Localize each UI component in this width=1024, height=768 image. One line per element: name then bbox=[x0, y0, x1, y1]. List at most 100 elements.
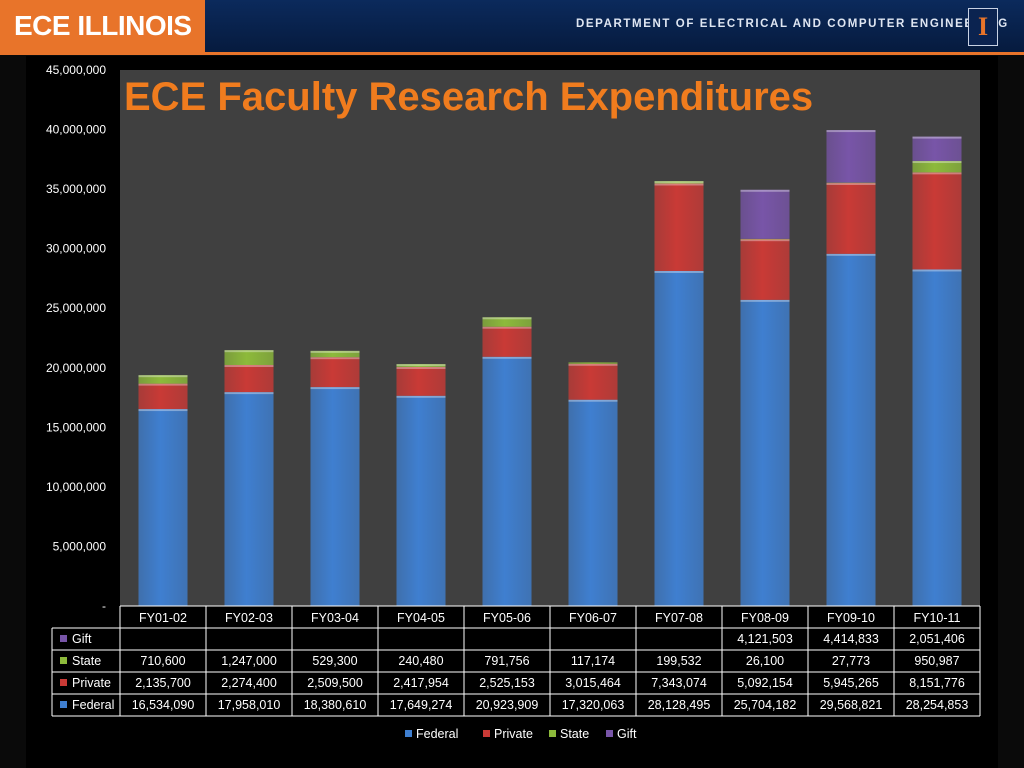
bar-federal-fy04-05 bbox=[396, 395, 446, 606]
table-cell: 2,051,406 bbox=[909, 632, 965, 646]
legend-label-private: Private bbox=[494, 727, 533, 741]
y-tick-label: 45,000,000 bbox=[46, 63, 106, 77]
bar-highlight bbox=[912, 136, 962, 139]
table-cell: 16,534,090 bbox=[132, 698, 195, 712]
table-row-label: Gift bbox=[72, 632, 92, 646]
department-title: DEPARTMENT OF ELECTRICAL AND COMPUTER EN… bbox=[576, 18, 1009, 30]
bar-federal-fy02-03 bbox=[224, 392, 274, 606]
y-tick-label: 40,000,000 bbox=[46, 123, 106, 137]
table-cell: 4,414,833 bbox=[823, 632, 879, 646]
table-cell: 17,958,010 bbox=[218, 698, 281, 712]
table-cell: 25,704,182 bbox=[734, 698, 797, 712]
stacked-bar-chart: - 5,000,000 10,000,000 15,000,000 20,000,000… bbox=[46, 63, 981, 741]
legend-key-gift bbox=[606, 730, 613, 737]
legend-label-gift: Gift bbox=[617, 727, 637, 741]
bar-highlight bbox=[482, 356, 532, 359]
x-tick-label: FY06-07 bbox=[569, 611, 617, 625]
legend-label-state: State bbox=[560, 727, 589, 741]
table-cell: 950,987 bbox=[914, 654, 959, 668]
bar-state-fy10-11 bbox=[912, 161, 962, 173]
bar-private-fy04-05 bbox=[396, 366, 446, 396]
table-row-label: State bbox=[72, 654, 101, 668]
table-cell: 2,417,954 bbox=[393, 676, 449, 690]
x-tick-label: FY05-06 bbox=[483, 611, 531, 625]
bar-gift-fy10-11 bbox=[912, 136, 962, 162]
table-cell: 28,128,495 bbox=[648, 698, 711, 712]
bar-highlight bbox=[138, 409, 188, 412]
bar-highlight bbox=[826, 182, 876, 185]
y-tick-label: 35,000,000 bbox=[46, 182, 106, 196]
x-tick-label: FY03-04 bbox=[311, 611, 359, 625]
y-tick-label: 20,000,000 bbox=[46, 361, 106, 375]
x-tick-label: FY07-08 bbox=[655, 611, 703, 625]
bar-private-fy02-03 bbox=[224, 365, 274, 393]
table-cell: 8,151,776 bbox=[909, 676, 965, 690]
bar-federal-fy01-02 bbox=[138, 409, 188, 606]
data-table: FY01-02 FY02-03 FY03-04 FY04-05 FY05-06 FY06-… bbox=[51, 605, 981, 717]
table-row-label: Private bbox=[72, 676, 111, 690]
table-legend-key-gift bbox=[60, 635, 67, 642]
table-cell: 7,343,074 bbox=[651, 676, 707, 690]
table-cell: 2,274,400 bbox=[221, 676, 277, 690]
table-cell: 4,121,503 bbox=[737, 632, 793, 646]
chart-panel: - 5,000,000 10,000,000 15,000,000 20,000,000… bbox=[26, 56, 998, 768]
bar-gift-fy09-10 bbox=[826, 130, 876, 183]
legend-key-private bbox=[483, 730, 490, 737]
bar-highlight bbox=[310, 357, 360, 360]
x-tick-label: FY04-05 bbox=[397, 611, 445, 625]
table-cell: 26,100 bbox=[746, 654, 784, 668]
legend-key-state bbox=[549, 730, 556, 737]
table-row-label: Federal bbox=[72, 698, 114, 712]
x-tick-label: FY02-03 bbox=[225, 611, 273, 625]
bar-federal-fy10-11 bbox=[912, 269, 962, 606]
bar-highlight bbox=[568, 363, 618, 366]
table-cell: 529,300 bbox=[312, 654, 357, 668]
legend-key-federal bbox=[405, 730, 412, 737]
table-cell: 29,568,821 bbox=[820, 698, 883, 712]
bar-private-fy05-06 bbox=[482, 326, 532, 357]
bar-highlight bbox=[310, 350, 360, 353]
table-cell: 17,320,063 bbox=[562, 698, 625, 712]
bar-highlight bbox=[654, 181, 704, 184]
bar-private-fy03-04 bbox=[310, 357, 360, 388]
chart-title: ECE Faculty Research Expenditures bbox=[124, 75, 813, 119]
bar-private-fy01-02 bbox=[138, 383, 188, 410]
table-cell: 2,509,500 bbox=[307, 676, 363, 690]
bar-highlight bbox=[740, 299, 790, 302]
bar-federal-fy05-06 bbox=[482, 356, 532, 606]
header-divider bbox=[0, 52, 1024, 55]
table-cell: 791,756 bbox=[484, 654, 529, 668]
bar-highlight bbox=[224, 392, 274, 395]
bar-state-fy08-09 bbox=[740, 238, 790, 240]
bar-highlight bbox=[310, 387, 360, 390]
bar-federal-fy06-07 bbox=[568, 399, 618, 606]
bar-federal-fy03-04 bbox=[310, 387, 360, 606]
header-bar: ECE ILLINOIS DEPARTMENT OF ELECTRICAL AN… bbox=[0, 0, 1024, 54]
table-cell: 28,254,853 bbox=[906, 698, 969, 712]
bar-highlight bbox=[654, 183, 704, 186]
bar-highlight bbox=[482, 317, 532, 320]
logo-text: ECE ILLINOIS bbox=[14, 10, 192, 41]
bar-private-fy10-11 bbox=[912, 172, 962, 270]
bar-state-fy07-08 bbox=[654, 181, 704, 184]
table-legend-key-state bbox=[60, 657, 67, 664]
bar-private-fy07-08 bbox=[654, 183, 704, 271]
bar-federal-fy09-10 bbox=[826, 253, 876, 606]
ece-illinois-logo[interactable]: ECE ILLINOIS bbox=[0, 0, 205, 52]
y-tick-label: 30,000,000 bbox=[46, 242, 106, 256]
table-cell: 27,773 bbox=[832, 654, 870, 668]
bar-state-fy03-04 bbox=[310, 350, 360, 358]
bar-highlight bbox=[138, 375, 188, 378]
table-cell: 117,174 bbox=[571, 654, 615, 668]
bar-private-fy06-07 bbox=[568, 363, 618, 400]
illinois-i-icon[interactable]: I bbox=[968, 8, 998, 46]
table-cell: 5,092,154 bbox=[737, 676, 793, 690]
bar-private-fy09-10 bbox=[826, 182, 876, 254]
bar-gift-fy08-09 bbox=[740, 189, 790, 239]
y-tick-label: - bbox=[102, 599, 106, 613]
bar-highlight bbox=[912, 161, 962, 164]
bar-federal-fy08-09 bbox=[740, 299, 790, 606]
x-tick-label: FY09-10 bbox=[827, 611, 875, 625]
legend-label-federal: Federal bbox=[416, 727, 458, 741]
y-tick-label: 10,000,000 bbox=[46, 480, 106, 494]
